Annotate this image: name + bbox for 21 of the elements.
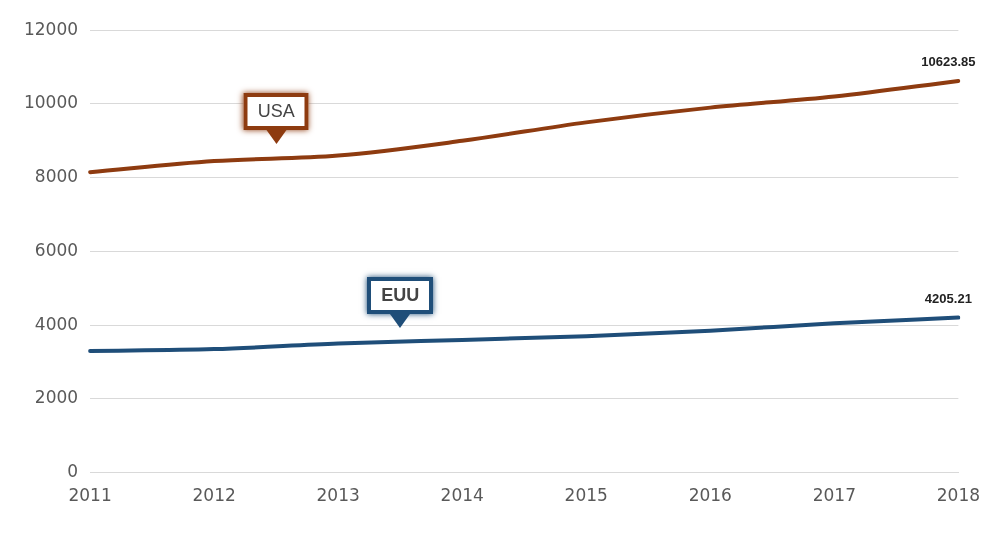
x-tick-label: 2017 [812,485,856,506]
x-tick-label: 2014 [440,485,484,506]
x-tick-label: 2013 [316,485,360,506]
y-tick-label: 2000 [34,387,79,408]
y-tick-label: 10000 [23,92,79,113]
x-tick-label: 2016 [688,485,732,506]
x-tick-label: 2011 [68,485,112,506]
y-tick-label: 4000 [34,313,79,334]
x-tick-label: 2015 [564,485,608,506]
data-label: 4205.21 [924,290,972,306]
line-series [88,315,961,353]
callout-box: USA [243,93,309,131]
line-series [88,78,961,175]
y-tick-label: 0 [67,461,79,482]
y-tick-label: 8000 [34,166,79,187]
x-tick-label: 2012 [192,485,236,506]
y-tick-label: 6000 [34,239,79,260]
callout-box: EUU [367,276,434,314]
y-tick-label: 12000 [23,18,79,39]
x-tick-label: 2018 [936,485,980,506]
data-label: 10623.85 [921,54,976,70]
